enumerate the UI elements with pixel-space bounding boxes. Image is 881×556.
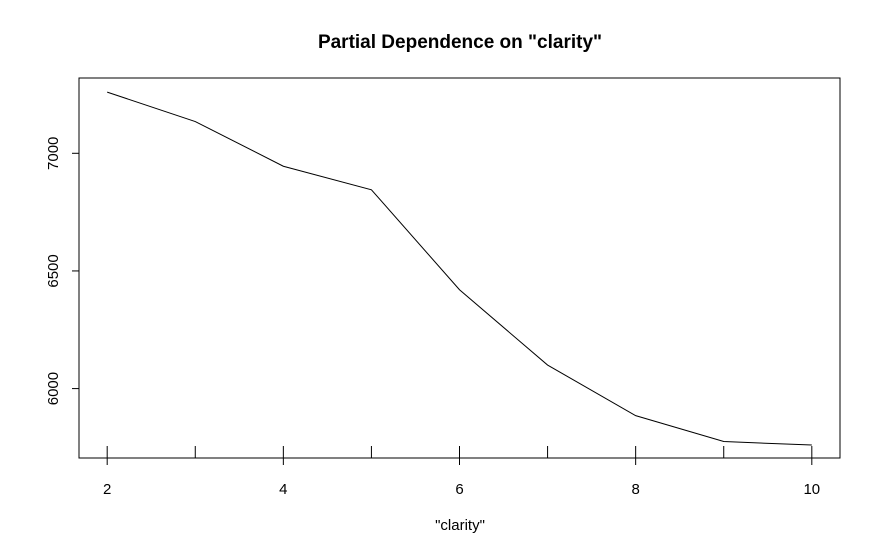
y-axis: 6000 6500 7000 <box>45 137 80 405</box>
x-axis-label: "clarity" <box>435 517 485 534</box>
plot-frame <box>78 77 841 459</box>
y-tick-label: 7000 <box>45 137 62 170</box>
rug-ticks <box>106 446 813 458</box>
series-line <box>107 91 812 446</box>
y-tick-label: 6000 <box>45 372 62 405</box>
x-tick-label: 8 <box>631 481 639 498</box>
y-tick-label: 6500 <box>45 254 62 287</box>
x-tick-label: 6 <box>455 481 463 498</box>
x-tick-label: 10 <box>803 481 820 498</box>
x-tick-label: 2 <box>103 481 111 498</box>
x-axis: 2 4 6 8 10 <box>103 457 820 498</box>
x-tick-label: 4 <box>279 481 287 498</box>
chart-title: Partial Dependence on "clarity" <box>318 32 602 53</box>
